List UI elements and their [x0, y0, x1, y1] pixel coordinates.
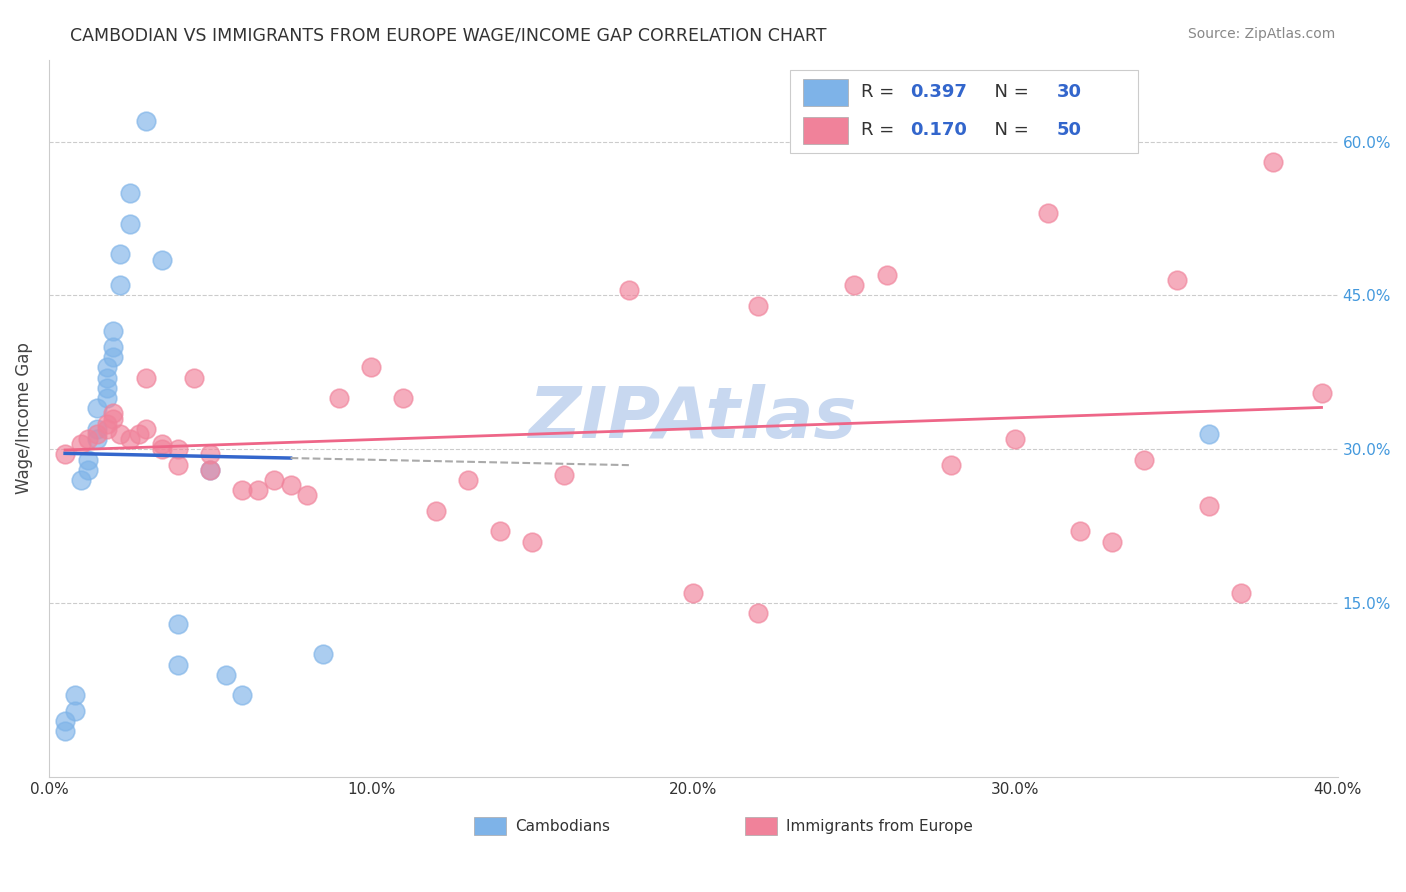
- Text: 30: 30: [1057, 83, 1081, 101]
- Point: [63, 704, 86, 718]
- Point: [53, 724, 76, 739]
- Point: [96, 422, 118, 436]
- Point: [135, 114, 157, 128]
- Point: [108, 426, 131, 441]
- Point: [96, 360, 118, 375]
- Point: [96, 370, 118, 384]
- Point: [1004, 432, 1026, 446]
- Point: [844, 278, 866, 293]
- Point: [1198, 426, 1220, 441]
- Text: Cambodians: Cambodians: [516, 819, 610, 834]
- Point: [96, 391, 118, 405]
- Point: [247, 483, 270, 498]
- Point: [553, 467, 575, 482]
- Point: [86, 422, 108, 436]
- Text: CAMBODIAN VS IMMIGRANTS FROM EUROPE WAGE/INCOME GAP CORRELATION CHART: CAMBODIAN VS IMMIGRANTS FROM EUROPE WAGE…: [70, 27, 827, 45]
- Point: [76, 432, 98, 446]
- Text: 0.397: 0.397: [910, 83, 967, 101]
- Point: [108, 247, 131, 261]
- Point: [53, 447, 76, 461]
- Point: [263, 473, 285, 487]
- Point: [280, 478, 302, 492]
- Point: [166, 657, 188, 672]
- Text: 0.170: 0.170: [910, 121, 967, 139]
- Point: [86, 426, 108, 441]
- Point: [118, 432, 141, 446]
- Text: N =: N =: [983, 83, 1035, 101]
- Point: [166, 458, 188, 472]
- Point: [63, 689, 86, 703]
- Point: [295, 488, 318, 502]
- Point: [1263, 155, 1285, 169]
- Point: [457, 473, 479, 487]
- Point: [1133, 452, 1156, 467]
- Text: ZIPAtlas: ZIPAtlas: [529, 384, 858, 453]
- Point: [96, 417, 118, 431]
- FancyBboxPatch shape: [803, 79, 848, 106]
- Point: [1166, 273, 1188, 287]
- Point: [1101, 534, 1123, 549]
- Point: [118, 217, 141, 231]
- Point: [215, 668, 238, 682]
- Text: Immigrants from Europe: Immigrants from Europe: [786, 819, 973, 834]
- Point: [128, 426, 150, 441]
- Point: [166, 616, 188, 631]
- Text: Source: ZipAtlas.com: Source: ZipAtlas.com: [1188, 27, 1336, 41]
- Point: [135, 422, 157, 436]
- Point: [70, 473, 93, 487]
- Point: [183, 370, 205, 384]
- Point: [150, 442, 173, 457]
- Point: [86, 401, 108, 416]
- Point: [425, 504, 447, 518]
- Point: [1310, 385, 1333, 400]
- Point: [103, 324, 125, 338]
- Point: [198, 463, 221, 477]
- Point: [1069, 524, 1091, 539]
- Point: [103, 411, 125, 425]
- Point: [103, 340, 125, 354]
- Point: [103, 406, 125, 420]
- Point: [1230, 586, 1253, 600]
- Point: [360, 360, 382, 375]
- Point: [166, 442, 188, 457]
- Point: [198, 463, 221, 477]
- Point: [328, 391, 350, 405]
- Point: [747, 299, 769, 313]
- Point: [231, 689, 253, 703]
- Point: [108, 278, 131, 293]
- Point: [617, 283, 640, 297]
- Point: [76, 463, 98, 477]
- FancyBboxPatch shape: [790, 70, 1137, 153]
- Point: [96, 381, 118, 395]
- Point: [939, 458, 962, 472]
- Point: [135, 370, 157, 384]
- Point: [747, 607, 769, 621]
- Text: 50: 50: [1057, 121, 1081, 139]
- Point: [103, 350, 125, 364]
- Point: [522, 534, 544, 549]
- Point: [76, 452, 98, 467]
- Text: N =: N =: [983, 121, 1035, 139]
- FancyBboxPatch shape: [745, 817, 778, 835]
- Point: [150, 252, 173, 267]
- Point: [86, 432, 108, 446]
- Point: [1198, 499, 1220, 513]
- FancyBboxPatch shape: [474, 817, 506, 835]
- Point: [53, 714, 76, 728]
- Point: [118, 186, 141, 200]
- Point: [70, 437, 93, 451]
- Point: [1036, 206, 1059, 220]
- Point: [489, 524, 512, 539]
- Point: [198, 447, 221, 461]
- Point: [312, 648, 335, 662]
- Point: [876, 268, 898, 282]
- Text: R =: R =: [860, 121, 900, 139]
- Y-axis label: Wage/Income Gap: Wage/Income Gap: [15, 343, 32, 494]
- FancyBboxPatch shape: [803, 117, 848, 145]
- Point: [682, 586, 704, 600]
- Text: R =: R =: [860, 83, 900, 101]
- Point: [150, 437, 173, 451]
- Point: [392, 391, 415, 405]
- Point: [231, 483, 253, 498]
